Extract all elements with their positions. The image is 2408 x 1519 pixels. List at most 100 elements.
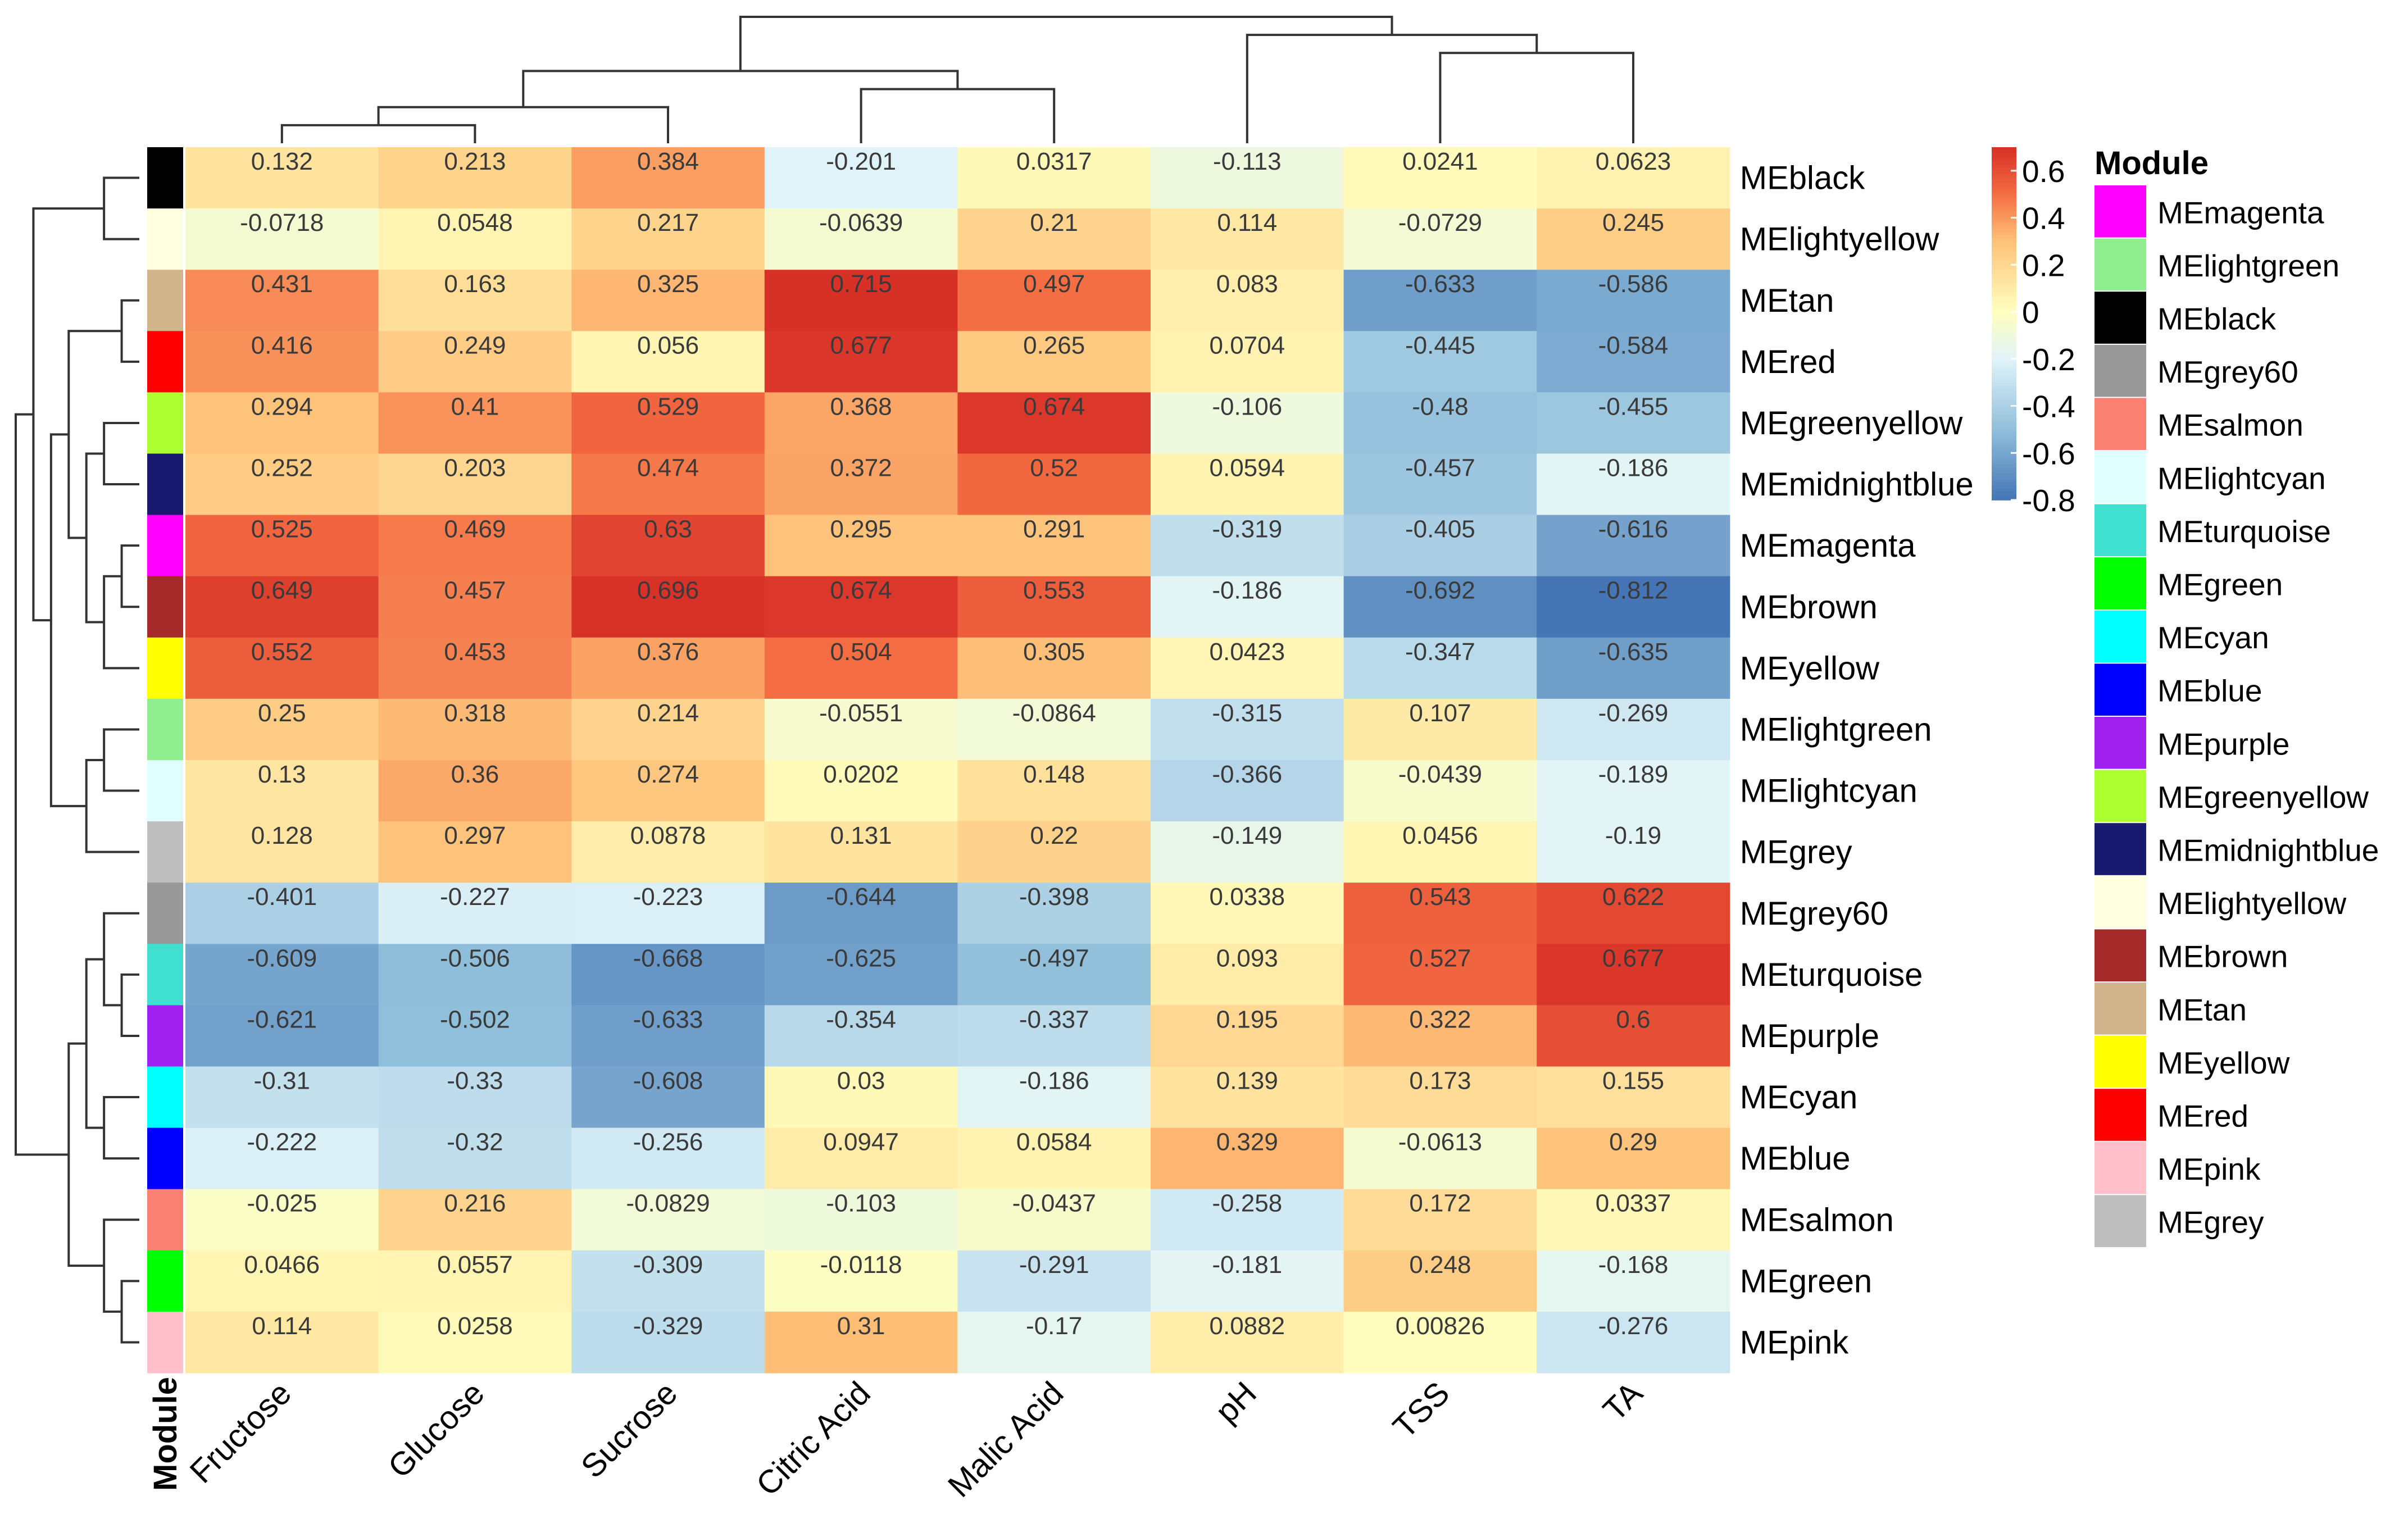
color-scale-segment	[1992, 229, 2016, 233]
heatmap-cell	[1537, 760, 1730, 822]
cell-value-label: 0.0557	[437, 1251, 513, 1279]
color-scale-segment	[1992, 179, 2016, 183]
heatmap-cell	[1151, 208, 1344, 270]
cell-value-label: 0.214	[637, 699, 699, 727]
color-scale-segment	[1992, 415, 2016, 419]
column-label: pH	[1208, 1375, 1264, 1430]
color-scale-segment	[1992, 250, 2016, 254]
color-scale-segment	[1992, 408, 2016, 412]
cell-value-label: -0.497	[1019, 944, 1089, 972]
color-scale-segment	[1992, 391, 2016, 395]
heatmap-cell	[1537, 1066, 1730, 1129]
cell-value-label: 0.0584	[1016, 1129, 1092, 1156]
cell-value-label: -0.32	[447, 1129, 503, 1156]
heatmap-cell	[571, 1066, 765, 1129]
heatmap-cell	[185, 698, 379, 761]
heatmap-cell	[185, 637, 379, 699]
heatmap-cell	[764, 1066, 958, 1129]
dendrogram-branch	[103, 1218, 139, 1313]
color-scale-segment	[1992, 332, 2016, 336]
color-scale-segment	[1992, 170, 2016, 174]
row-label: MElightgreen	[1740, 711, 1932, 748]
dendrogram-branch	[522, 70, 959, 107]
cell-value-label: -0.025	[247, 1190, 317, 1217]
heatmap-cell	[957, 208, 1151, 270]
heatmap-cell	[764, 1250, 958, 1312]
cell-value-label: 0.36	[451, 761, 499, 788]
heatmap-cell	[764, 821, 958, 883]
cell-value-label: 0.0423	[1210, 638, 1285, 666]
dendrogram-branch	[103, 912, 139, 1007]
heatmap-cell	[378, 208, 572, 270]
color-scale-segment	[1992, 291, 2016, 295]
heatmap-cell	[571, 270, 765, 331]
color-scale-segment	[1992, 329, 2016, 333]
dendrogram-branch	[85, 452, 105, 624]
heatmap-cell	[185, 515, 379, 577]
heatmap-cell	[185, 760, 379, 822]
cell-value-label: 0.372	[830, 454, 892, 482]
cell-value-label: -0.201	[826, 148, 896, 175]
heatmap-cell	[571, 637, 765, 699]
row-label: MEgrey	[1740, 834, 1852, 871]
color-scale-segment	[1992, 244, 2016, 248]
cell-value-label: -0.0437	[1012, 1190, 1096, 1217]
cell-value-label: -0.0439	[1398, 761, 1482, 788]
heatmap-cell	[1343, 1250, 1537, 1312]
module-color-swatch	[147, 760, 183, 822]
color-scale-segment	[1992, 262, 2016, 266]
heatmap-cell	[1343, 1066, 1537, 1129]
cell-value-label: 0.376	[637, 638, 699, 666]
cell-value-label: 0.474	[637, 454, 699, 482]
cell-value-label: 0.0623	[1596, 148, 1671, 175]
color-scale-segment	[1992, 394, 2016, 398]
color-scale-segment	[1992, 326, 2016, 330]
cell-value-label: -0.398	[1019, 883, 1089, 911]
cell-value-label: 0.305	[1023, 638, 1085, 666]
color-scale-segment	[1992, 388, 2016, 392]
color-scale-segment	[1992, 176, 2016, 180]
cell-value-label: -0.0864	[1012, 699, 1096, 727]
legend-swatch	[2094, 292, 2146, 344]
heatmap-cell	[1537, 1311, 1730, 1374]
module-color-swatch	[147, 147, 183, 209]
heatmap-cell	[378, 1189, 572, 1251]
cell-value-label: 0.527	[1409, 944, 1471, 972]
cell-value-label: 0.41	[451, 393, 499, 420]
heatmap-cell	[378, 453, 572, 516]
color-scale-segment	[1992, 358, 2016, 362]
heatmap-cell	[1537, 883, 1730, 944]
heatmap-cell	[1537, 821, 1730, 883]
heatmap-cell	[185, 392, 379, 454]
cell-value-label: 0.295	[830, 516, 892, 543]
cell-value-label: 0.128	[251, 822, 313, 849]
heatmap-cell	[957, 821, 1151, 883]
heatmap-cell	[957, 453, 1151, 516]
legend-swatch	[2094, 1035, 2146, 1088]
color-scale-segment	[1992, 453, 2016, 457]
cell-value-label: -0.106	[1212, 393, 1282, 420]
heatmap-cell	[1537, 208, 1730, 270]
cell-value-label: 0.213	[444, 148, 506, 175]
heatmap-cell	[185, 1250, 379, 1312]
heatmap-cell	[1151, 1127, 1344, 1190]
cell-value-label: 0.163	[444, 270, 506, 298]
heatmap-cell	[378, 392, 572, 454]
cell-value-label: -0.149	[1212, 822, 1282, 849]
color-scale-segment	[1992, 465, 2016, 469]
heatmap-cell	[1343, 331, 1537, 393]
cell-value-label: -0.48	[1412, 393, 1468, 420]
cell-value-label: 0.368	[830, 393, 892, 420]
cell-value-label: -0.455	[1598, 393, 1669, 420]
heatmap-cell	[185, 1311, 379, 1374]
dendrogram-branch	[1246, 34, 1538, 143]
heatmap-cell	[378, 576, 572, 638]
module-annotation-bar: Module	[147, 147, 184, 1491]
heatmap-cell	[571, 515, 765, 577]
row-label: MEred	[1740, 344, 1836, 380]
row-label: MEcyan	[1740, 1079, 1858, 1116]
color-scale-segment	[1992, 232, 2016, 236]
heatmap-cell	[571, 1189, 765, 1251]
cell-value-label: 0.431	[251, 270, 313, 298]
cell-value-label: 0.217	[637, 209, 699, 237]
